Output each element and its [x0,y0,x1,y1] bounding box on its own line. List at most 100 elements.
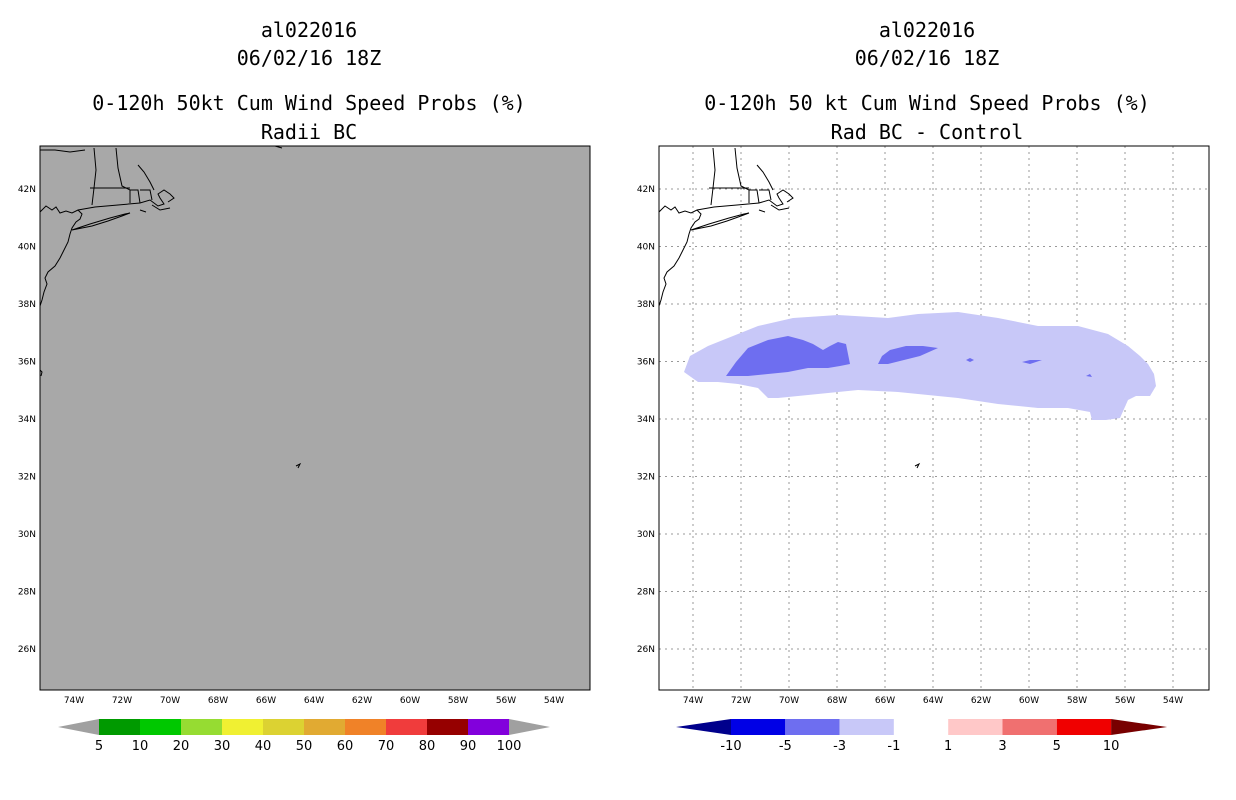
contour-minus3-to-minus5-west [726,336,850,376]
colorbar-label: 10 [1103,739,1120,754]
lon-label: 54W [1163,696,1183,706]
lat-label: 32N [637,473,655,483]
left-datetime: 06/02/16 18Z [236,46,382,70]
right-lon-labels: 74W 72W 70W 68W 66W 64W 62W 60W 58W 56W 54W [683,696,1183,706]
lon-label: 60W [400,696,420,706]
colorbar-low-triangle [676,719,731,735]
lon-label: 54W [544,696,564,706]
colorbar-swatch [893,719,949,735]
left-panel: al022016 06/02/16 18Z 0-120h 50kt Cum Wi… [18,18,591,754]
contour-minus3-to-minus5-dot-east [966,358,974,362]
contour-minus3-to-minus5-dot-southeast [1086,374,1092,377]
colorbar-swatch [948,719,1003,735]
colorbar-swatch [427,719,468,735]
lon-label: 70W [160,696,180,706]
lon-label: 58W [1067,696,1087,706]
lat-label: 28N [637,588,655,598]
lat-label: 26N [637,645,655,655]
colorbar-label: -1 [887,739,900,754]
lon-label: 60W [1019,696,1039,706]
right-panel: al022016 06/02/16 18Z 0-120h 50 kt Cum W… [618,0,1236,800]
colorbar-label: 50 [296,739,313,754]
lat-label: 32N [18,473,36,483]
left-map-svg: 42N 40N 38N 36N 34N 32N 30N 28N 26N 74W 72W 70W 68W… [18,145,591,754]
colorbar-label: 10 [132,739,149,754]
right-map-frame [658,145,1210,691]
colorbar-swatch [386,719,427,735]
left-map-frame [39,145,591,691]
colorbar-label: 5 [1053,739,1061,754]
lat-label: 38N [18,300,36,310]
left-coastline [39,145,302,469]
colorbar-swatch [1056,719,1112,735]
left-storm-id: al022016 [260,18,358,42]
left-lon-labels: 74W 72W 70W 68W 66W 64W 62W 60W 58W 56W 54W [64,696,564,706]
colorbar-swatch [345,719,386,735]
colorbar-label: -3 [833,739,846,754]
lat-label: 34N [18,415,36,425]
lon-label: 62W [352,696,372,706]
right-title: 0-120h 50 kt Cum Wind Speed Probs (%) [704,91,1150,115]
right-map-svg: 42N 40N 38N 36N 34N 32N 30N 28N 26N 74W 72W 70W 68W… [637,145,1210,754]
colorbar-label: 80 [419,739,436,754]
lon-label: 58W [448,696,468,706]
colorbar-label: -5 [779,739,792,754]
lat-label: 28N [18,588,36,598]
right-datetime: 06/02/16 18Z [854,46,1000,70]
colorbar-right-triangle [509,719,550,735]
colorbar-swatch [731,719,786,735]
colorbar-swatch [99,719,140,735]
lon-label: 68W [208,696,228,706]
lat-label: 36N [18,358,36,368]
lat-label: 42N [18,185,36,195]
colorbar-swatch [468,719,509,735]
lon-label: 66W [256,696,276,706]
colorbar-label: 5 [95,739,103,754]
right-gridlines [659,146,1209,690]
colorbar-swatch [222,719,263,735]
colorbar-label: 1 [944,739,952,754]
left-colorbar: 5 10 20 30 40 50 60 70 80 90 100 [58,719,550,754]
colorbar-label: 20 [173,739,190,754]
right-coastline [658,147,921,469]
lat-label: 40N [18,243,36,253]
colorbar-left-triangle [58,719,99,735]
lon-label: 66W [875,696,895,706]
lat-label: 26N [18,645,36,655]
left-title: 0-120h 50kt Cum Wind Speed Probs (%) [92,91,526,115]
right-storm-id: al022016 [878,18,976,42]
colorbar-label: -10 [720,739,741,754]
contour-minus3-to-minus5-central [878,346,938,364]
lon-label: 74W [683,696,703,706]
colorbar-label: 70 [378,739,395,754]
right-colorbar: -10 -5 -3 -1 1 3 5 10 [676,719,1168,754]
colorbar-swatch [1002,719,1057,735]
lon-label: 56W [1115,696,1135,706]
lat-label: 30N [18,530,36,540]
colorbar-label: 100 [497,739,522,754]
lat-label: 36N [637,358,655,368]
lat-label: 34N [637,415,655,425]
lat-label: 38N [637,300,655,310]
colorbar-swatch [263,719,304,735]
left-lat-labels: 42N 40N 38N 36N 34N 32N 30N 28N 26N [18,185,36,655]
lat-label: 42N [637,185,655,195]
colorbar-swatch [140,719,181,735]
colorbar-swatch [839,719,894,735]
colorbar-swatch [785,719,840,735]
lon-label: 74W [64,696,84,706]
right-subtitle: Rad BC - Control [830,120,1024,144]
colorbar-label: 3 [998,739,1006,754]
lon-label: 72W [731,696,751,706]
lon-label: 62W [971,696,991,706]
contour-minus1-to-minus3 [684,312,1156,420]
right-lat-labels: 42N 40N 38N 36N 34N 32N 30N 28N 26N [637,185,655,655]
colorbar-label: 60 [337,739,354,754]
colorbar-label: 40 [255,739,272,754]
left-subtitle: Radii BC [260,120,358,144]
colorbar-label: 30 [214,739,231,754]
colorbar-label: 90 [460,739,477,754]
contour-minus3-to-minus5-dot-far-east [1022,360,1042,364]
colorbar-high-triangle [1111,719,1168,735]
lon-label: 56W [496,696,516,706]
